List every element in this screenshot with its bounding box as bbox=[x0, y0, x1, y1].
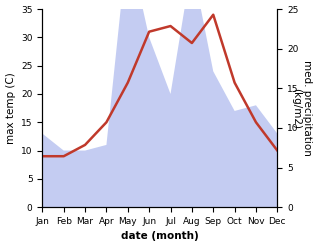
Y-axis label: med. precipitation
(kg/m2): med. precipitation (kg/m2) bbox=[291, 60, 313, 156]
Y-axis label: max temp (C): max temp (C) bbox=[5, 72, 16, 144]
X-axis label: date (month): date (month) bbox=[121, 231, 199, 242]
